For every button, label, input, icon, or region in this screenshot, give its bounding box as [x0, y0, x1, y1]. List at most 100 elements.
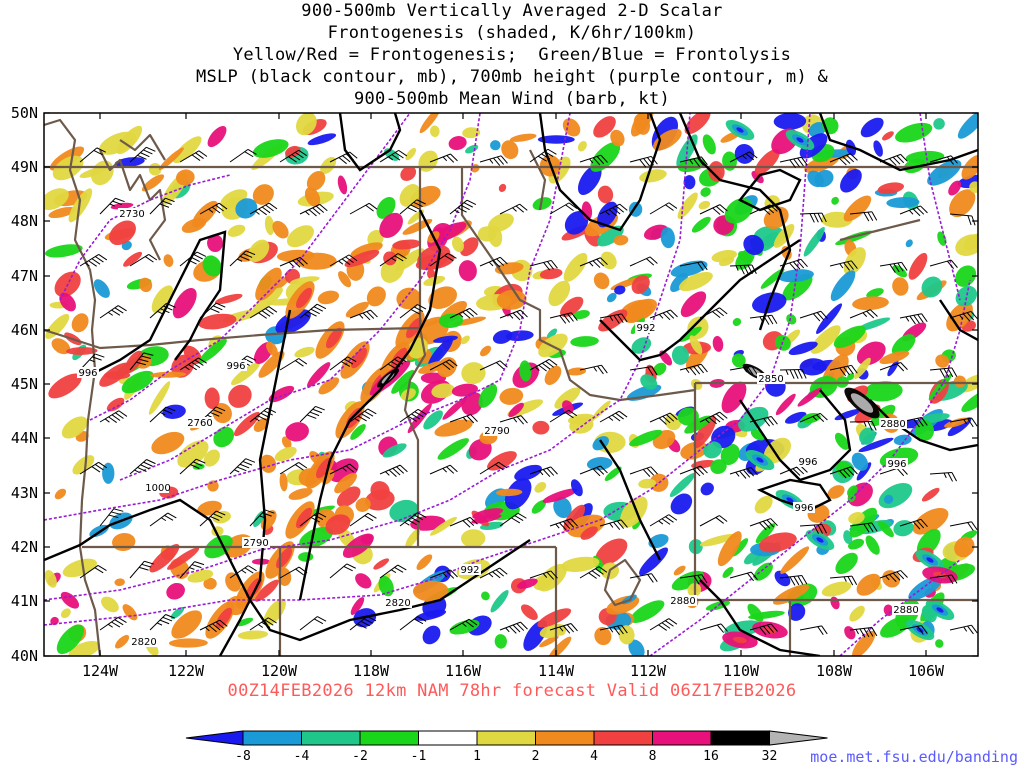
- wind-barb: [229, 148, 257, 163]
- wind-barb: [749, 314, 778, 325]
- wind-barb: [299, 616, 327, 631]
- wind-barb: [199, 202, 228, 215]
- credit-link[interactable]: moe.met.fsu.edu/banding: [810, 748, 1018, 766]
- wind-barb: [699, 411, 728, 425]
- wind-barb: [629, 155, 658, 168]
- height-contour-label: 2820: [385, 598, 410, 609]
- lat-label: 48N: [11, 212, 38, 230]
- wind-barb: [899, 518, 928, 530]
- colorbar-swatch: [652, 730, 712, 746]
- wind-barb: [129, 560, 154, 579]
- colorbar-swatch: [359, 730, 419, 746]
- mslp-contour-label: 996: [78, 368, 97, 379]
- wind-barb: [349, 512, 377, 527]
- wind-barb: [879, 362, 908, 372]
- wind-barb: [799, 310, 828, 322]
- state-borders: [44, 118, 978, 656]
- colorbar-swatch: [242, 730, 302, 746]
- wind-barb: [229, 458, 256, 475]
- valid-time-label: 00Z14FEB2026 12km NAM 78hr forecast Vali…: [227, 681, 797, 701]
- wind-barb: [749, 623, 778, 636]
- wind-barb: [949, 417, 978, 428]
- colorbar-swatch: [710, 730, 770, 746]
- lon-label: 106W: [908, 662, 945, 680]
- wind-barb: [279, 462, 308, 475]
- wind-barb: [299, 203, 328, 217]
- mslp-contour-label: 992: [636, 323, 655, 334]
- wind-barb: [349, 309, 378, 321]
- wind-barb: [99, 305, 127, 319]
- wind-barb: [479, 256, 508, 268]
- wind-barb: [279, 566, 308, 579]
- wind-barb: [529, 466, 558, 478]
- wind-barb: [679, 574, 708, 585]
- wind-barb: [179, 458, 206, 475]
- wind-barb: [279, 358, 308, 371]
- wind-barb: [429, 252, 457, 267]
- wind-barb: [779, 156, 808, 169]
- wind-barb: [879, 261, 908, 273]
- title-line-3: Yellow/Red = Frontogenesis; Green/Blue =…: [232, 45, 792, 65]
- wind-barb: [679, 363, 708, 376]
- wind-barb: [99, 508, 124, 527]
- wind-barb: [529, 259, 558, 271]
- wind-barb: [729, 467, 758, 479]
- wind-barb: [549, 518, 578, 531]
- mslp-contour-label: 992: [460, 565, 479, 576]
- wind-barb: [799, 212, 827, 223]
- wind-barb: [849, 626, 878, 638]
- colorbar-swatch: [418, 730, 478, 746]
- title-line-1: 900-500mb Vertically Averaged 2-D Scalar: [301, 1, 723, 21]
- wind-barb: [499, 309, 528, 321]
- colorbar-label: 2: [532, 749, 540, 764]
- wind-barb: [129, 459, 156, 475]
- lon-label: 118W: [353, 662, 390, 680]
- wind-barb: [199, 619, 228, 633]
- wind-barb: [829, 575, 858, 586]
- lon-label: 110W: [723, 662, 760, 680]
- lon-label: 120W: [261, 662, 298, 680]
- wind-barb: [179, 150, 208, 163]
- height-contour-label: 2760: [187, 418, 212, 429]
- lat-label: 40N: [11, 647, 38, 665]
- wind-barb: [829, 153, 858, 166]
- wind-barb: [679, 261, 708, 271]
- wind-barb: [329, 356, 357, 371]
- wind-barb: [829, 260, 858, 271]
- lon-label: 112W: [630, 662, 667, 680]
- wind-barb: [279, 149, 308, 163]
- mslp-contour-label: 996: [226, 361, 245, 372]
- colorbar-label: 16: [703, 749, 719, 764]
- wind-barb: [99, 410, 128, 423]
- lat-label: 41N: [11, 592, 38, 610]
- wind-barb: [549, 312, 578, 324]
- title-line-2: Frontogenesis (shaded, K/6hr/100km): [327, 23, 697, 43]
- wind-barb: [499, 415, 528, 425]
- wind-barb: [829, 364, 858, 377]
- wind-barb: [349, 408, 377, 423]
- height-contour-label: 2790: [243, 538, 268, 549]
- mslp-contour-label: 996: [887, 459, 906, 470]
- colorbar-label: 4: [590, 749, 598, 764]
- lon-label: 122W: [168, 662, 205, 680]
- longitude-axis: 124W 122W 120W 118W 116W 114W 112W 110W 108W 106W: [82, 113, 945, 680]
- wind-barb: [129, 146, 156, 163]
- wind-barb: [649, 309, 678, 321]
- wind-barb: [779, 258, 808, 271]
- wind-barb: [929, 574, 958, 585]
- colorbar-arrow-left: [185, 730, 244, 746]
- wind-barb: [299, 405, 325, 423]
- contour-labels: 996 996 1000 992 992 996 996 996 2730 2760 2790 279…: [77, 208, 920, 648]
- colorbar-label: 8: [649, 749, 657, 764]
- wind-barb: [399, 408, 427, 423]
- wind-barb: [179, 251, 207, 267]
- wind-barb: [849, 522, 878, 533]
- mslp-contour-label: 1000: [145, 483, 170, 494]
- wind-barb: [699, 623, 728, 633]
- wind-barb: [929, 367, 958, 378]
- height-contour-label: 2880: [670, 596, 695, 607]
- wind-barb: [399, 199, 426, 215]
- title-line-4: MSLP (black contour, mb), 700mb height (…: [195, 67, 829, 87]
- wind-barb: [949, 521, 978, 531]
- wind-barb: [299, 303, 327, 319]
